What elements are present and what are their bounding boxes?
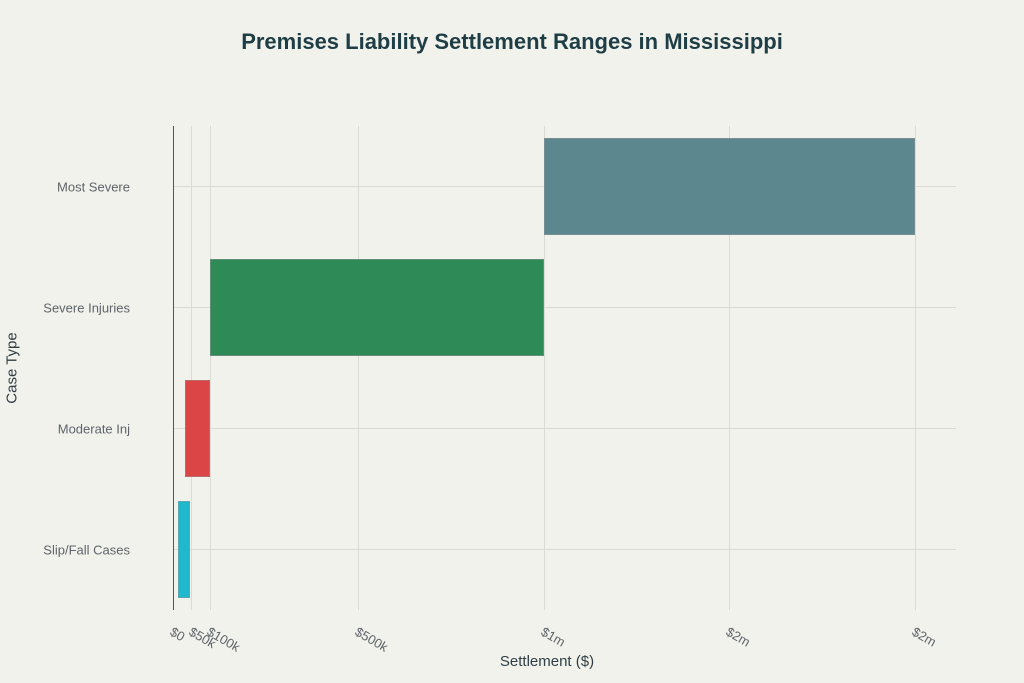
bar-most-severe[interactable] — [544, 138, 915, 235]
gridline-severe — [173, 307, 956, 308]
gridline-2m — [915, 126, 916, 610]
plot-area — [173, 126, 956, 610]
y-tick-slip-fall: Slip/Fall Cases — [43, 542, 130, 558]
gridline-moderate — [173, 428, 956, 429]
x-axis-title: Settlement ($) — [499, 653, 595, 670]
y-axis-title: Case Type — [3, 332, 21, 404]
x-tick-1-5m: $2m — [723, 624, 753, 650]
y-tick-most-severe: Most Severe — [57, 179, 130, 195]
x-tick-1m: $1m — [538, 624, 568, 650]
chart-title: Premises Liability Settlement Ranges in … — [241, 29, 783, 54]
bar-slip-fall[interactable] — [178, 501, 190, 598]
gridline-500k — [358, 126, 359, 610]
bar-moderate-inj[interactable] — [185, 380, 210, 477]
y-tick-severe-injuries: Severe Injuries — [43, 300, 130, 316]
bar-severe-injuries[interactable] — [210, 259, 544, 356]
gridline-100k — [210, 126, 211, 610]
y-tick-moderate-inj: Moderate Inj — [57, 421, 130, 437]
gridline-1m — [544, 126, 545, 610]
gridline-slipfall — [173, 549, 956, 550]
gridline-1-5m — [729, 126, 730, 610]
x-tick-2m: $2m — [909, 624, 939, 650]
x-tick-500k: $500k — [352, 624, 391, 655]
y-axis-line — [173, 126, 174, 610]
x-tick-0: $0 — [167, 624, 188, 645]
gridline-50k — [191, 126, 192, 610]
